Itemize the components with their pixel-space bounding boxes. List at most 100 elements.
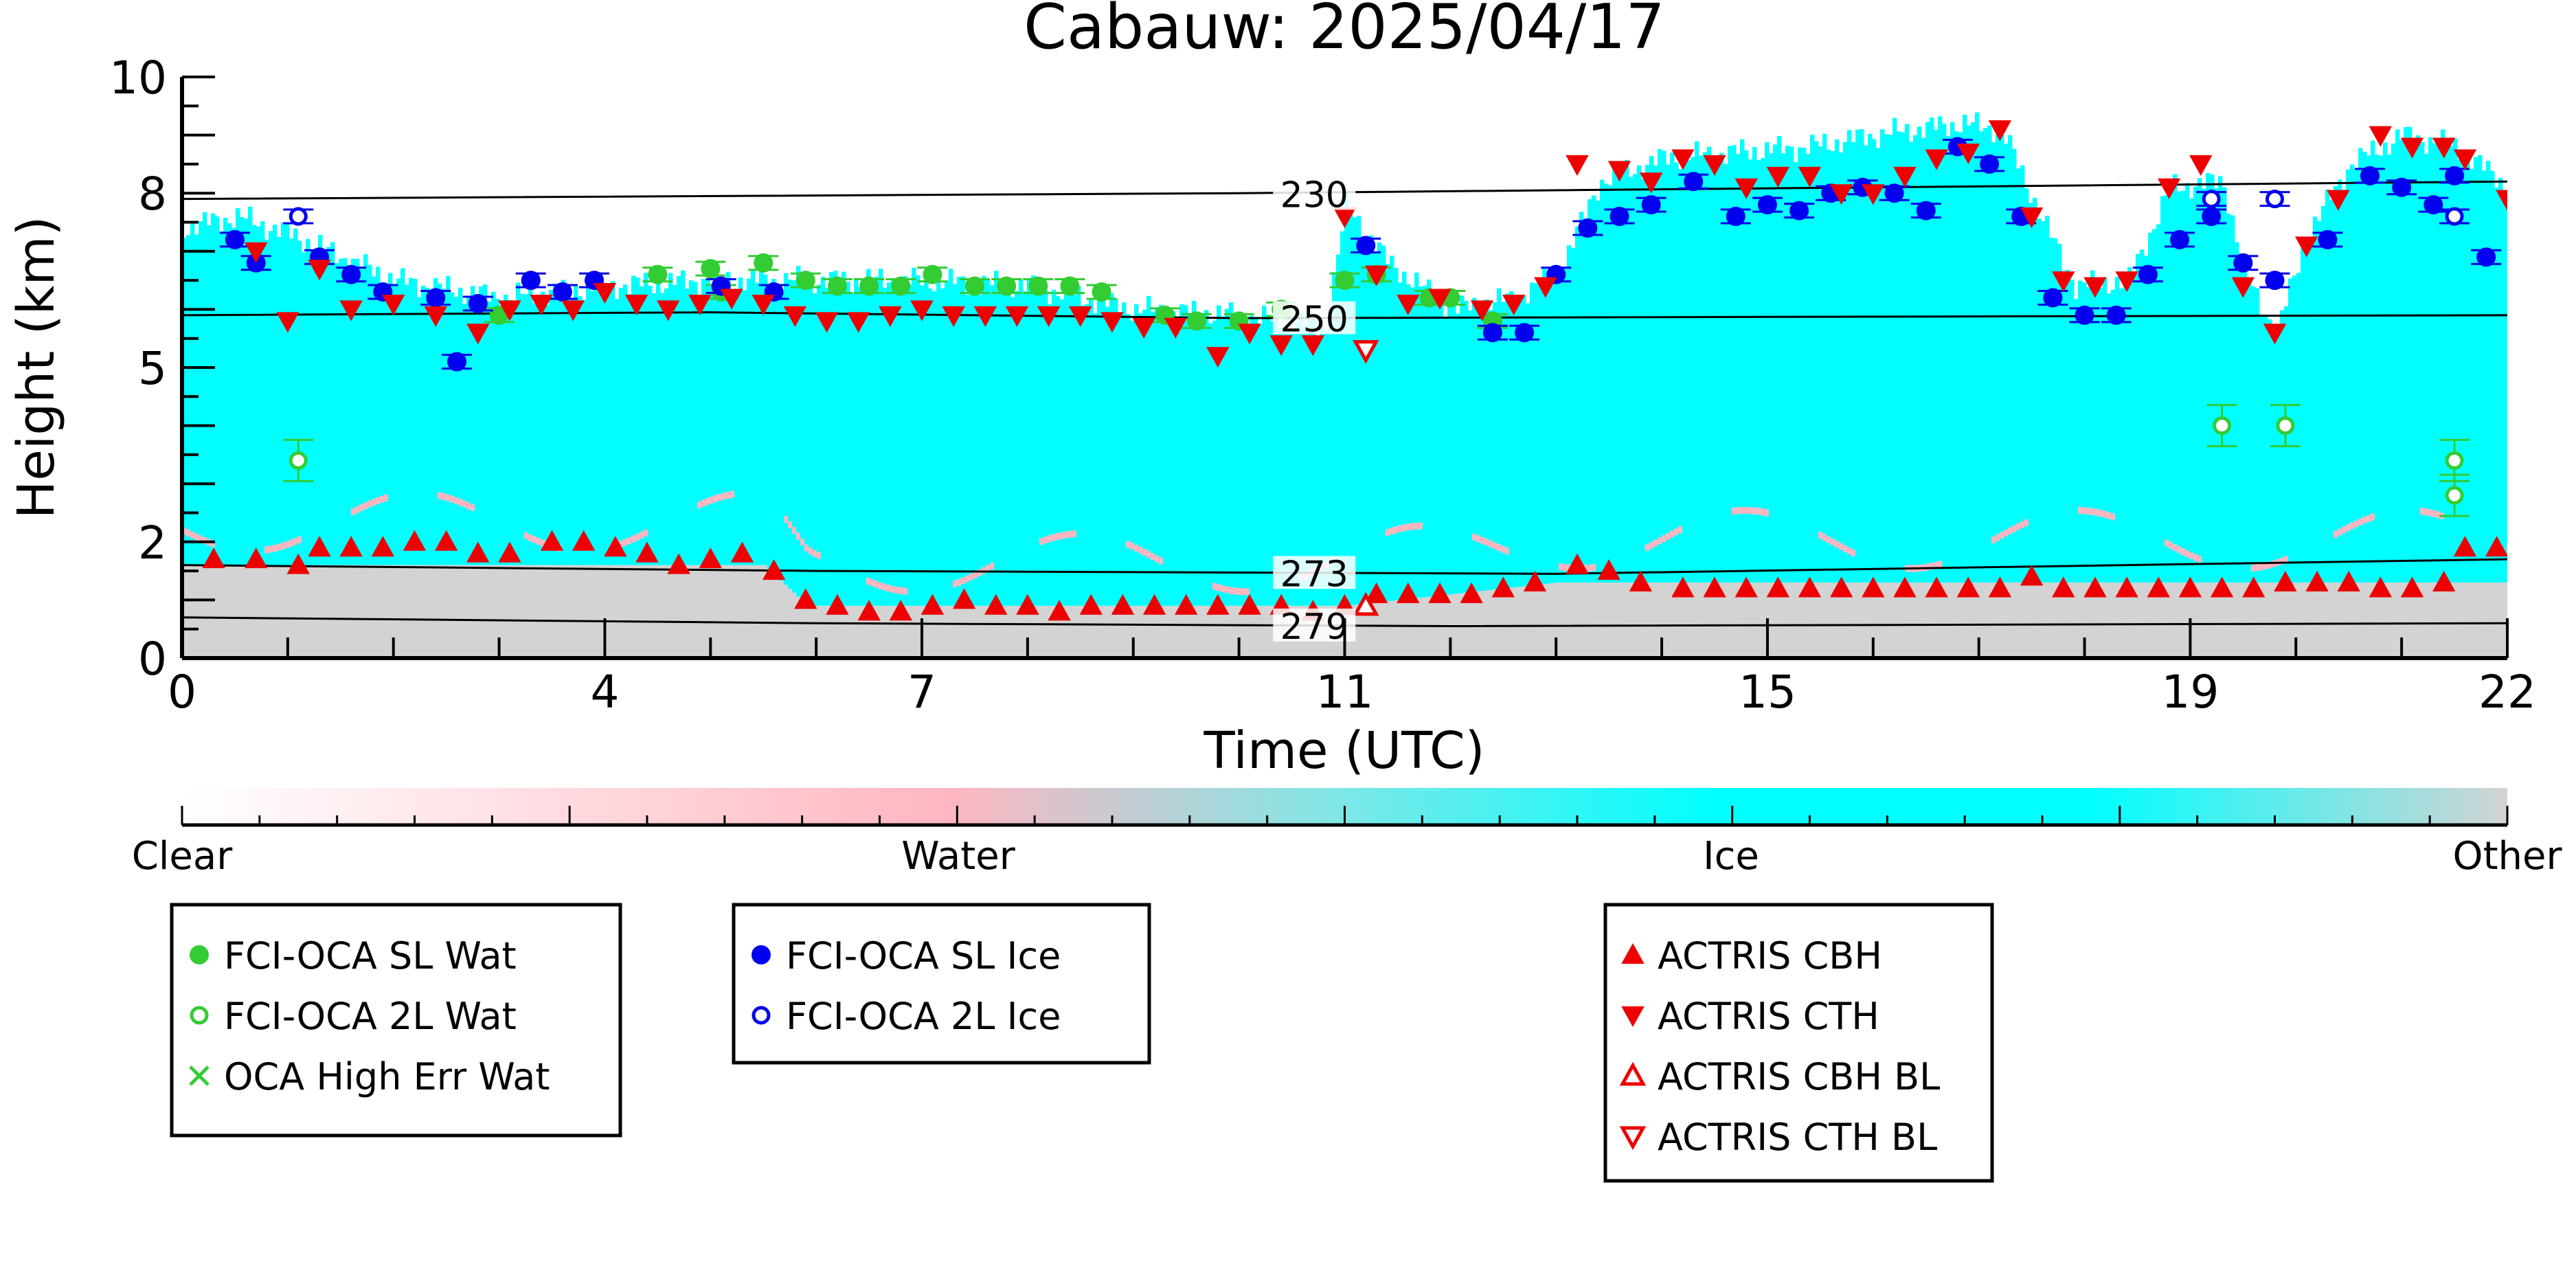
data-point bbox=[2202, 207, 2222, 227]
isotherm-label-250: 250 bbox=[1280, 300, 1348, 341]
data-point bbox=[468, 293, 488, 313]
data-point bbox=[2210, 576, 2234, 598]
data-point bbox=[1726, 207, 1745, 227]
legend-label: ACTRIS CBH BL bbox=[1658, 1055, 1940, 1098]
data-point bbox=[1609, 207, 1629, 227]
data-point bbox=[2445, 207, 2464, 226]
isotherm-279 bbox=[182, 616, 2507, 627]
data-point bbox=[2337, 570, 2360, 592]
data-point bbox=[289, 451, 308, 470]
data-point bbox=[2233, 253, 2253, 273]
data-point bbox=[1829, 184, 1853, 205]
data-point bbox=[498, 300, 521, 321]
series-fci-oca-2l-wat bbox=[283, 404, 2470, 517]
data-point bbox=[2453, 536, 2477, 557]
legend-frame bbox=[1603, 903, 1994, 1183]
data-point bbox=[795, 271, 815, 291]
colorbar-label-clear: Clear bbox=[132, 834, 233, 879]
data-point bbox=[2115, 576, 2138, 598]
data-point bbox=[276, 312, 300, 333]
phase-colorbar: Clear Water Ice Other bbox=[132, 788, 2562, 879]
y-tick-label: 8 bbox=[138, 168, 167, 221]
data-point bbox=[952, 588, 976, 609]
data-point bbox=[1893, 576, 1917, 598]
axes: 0 4 7 11 15 19 22 0 2 5 8 10 bbox=[109, 52, 2536, 719]
plot-area bbox=[182, 112, 2507, 658]
data-point bbox=[2083, 576, 2107, 598]
data-point bbox=[1111, 594, 1135, 615]
data-point bbox=[1798, 576, 1822, 598]
colorbar-label-water: Water bbox=[901, 834, 1016, 879]
data-point bbox=[1988, 576, 2012, 598]
y-tick-label: 2 bbox=[138, 517, 167, 569]
data-point bbox=[2052, 576, 2075, 598]
legend-marker bbox=[1619, 1061, 1647, 1086]
data-point bbox=[1798, 166, 1822, 188]
data-point bbox=[1925, 149, 1948, 170]
data-point bbox=[920, 594, 945, 615]
legend-box-2: FCI-OCA SL Ice FCI-OCA 2L Ice bbox=[732, 903, 1151, 1065]
y-axis-label: Height (km) bbox=[7, 216, 66, 519]
data-point bbox=[1597, 559, 1620, 580]
data-point bbox=[847, 312, 870, 333]
data-point bbox=[1079, 594, 1103, 615]
data-point bbox=[1829, 576, 1853, 598]
colorbar-label-other: Other bbox=[2452, 834, 2562, 879]
legend-marker bbox=[190, 945, 209, 964]
data-point bbox=[540, 530, 564, 551]
data-point bbox=[424, 306, 447, 327]
data-point bbox=[964, 276, 984, 296]
data-point bbox=[1397, 294, 1420, 315]
data-point bbox=[2189, 155, 2213, 176]
data-point bbox=[1925, 576, 1948, 598]
data-point bbox=[339, 536, 363, 557]
data-point bbox=[1142, 594, 1166, 615]
data-point bbox=[2318, 229, 2338, 249]
data-point bbox=[339, 300, 363, 321]
data-point bbox=[1397, 582, 1420, 603]
legend-label: OCA High Err Wat bbox=[224, 1055, 550, 1098]
chart-title: Cabauw: 2025/04/17 bbox=[1024, 0, 1665, 63]
data-point bbox=[1069, 306, 1092, 327]
data-point bbox=[730, 541, 754, 563]
y-tick-label: 5 bbox=[138, 342, 167, 395]
data-point bbox=[1470, 300, 1494, 321]
data-point bbox=[2485, 536, 2507, 557]
legend-marker bbox=[1619, 1126, 1647, 1151]
data-point bbox=[1005, 306, 1029, 327]
legend: FCI-OCA SL Wat FCI-OCA 2L Wat OCA High Err… bbox=[170, 903, 1994, 1183]
data-point bbox=[1757, 195, 1777, 215]
data-point bbox=[1671, 149, 1695, 170]
data-point bbox=[1862, 184, 1885, 205]
data-point bbox=[2115, 271, 2138, 293]
data-point bbox=[2327, 190, 2350, 211]
data-point bbox=[889, 600, 912, 621]
colorbar-ticks bbox=[181, 806, 2509, 825]
data-point bbox=[2178, 576, 2202, 598]
y-tick-label: 10 bbox=[109, 52, 167, 104]
data-point bbox=[879, 306, 902, 327]
y-tick-label: 0 bbox=[138, 633, 167, 686]
data-point bbox=[371, 536, 395, 557]
data-point bbox=[762, 559, 786, 580]
data-point bbox=[1335, 271, 1355, 291]
data-point bbox=[2265, 271, 2285, 291]
x-tick-label: 15 bbox=[1739, 666, 1796, 719]
data-point bbox=[1735, 576, 1758, 598]
data-point bbox=[1640, 172, 1663, 194]
data-point bbox=[1641, 195, 1661, 215]
data-point bbox=[2276, 416, 2295, 436]
legend-box-1: FCI-OCA SL Wat FCI-OCA 2L Wat OCA High Err… bbox=[170, 903, 622, 1138]
data-point bbox=[1893, 166, 1917, 188]
data-point bbox=[2445, 451, 2464, 470]
data-point bbox=[498, 541, 521, 563]
isotherm-label-bg bbox=[1273, 556, 1356, 589]
data-point bbox=[910, 300, 934, 321]
data-point bbox=[1460, 582, 1483, 603]
data-point bbox=[635, 541, 659, 563]
data-point bbox=[1353, 340, 1379, 364]
data-point bbox=[447, 352, 467, 372]
data-point bbox=[1534, 277, 1557, 298]
data-point bbox=[1132, 317, 1155, 339]
